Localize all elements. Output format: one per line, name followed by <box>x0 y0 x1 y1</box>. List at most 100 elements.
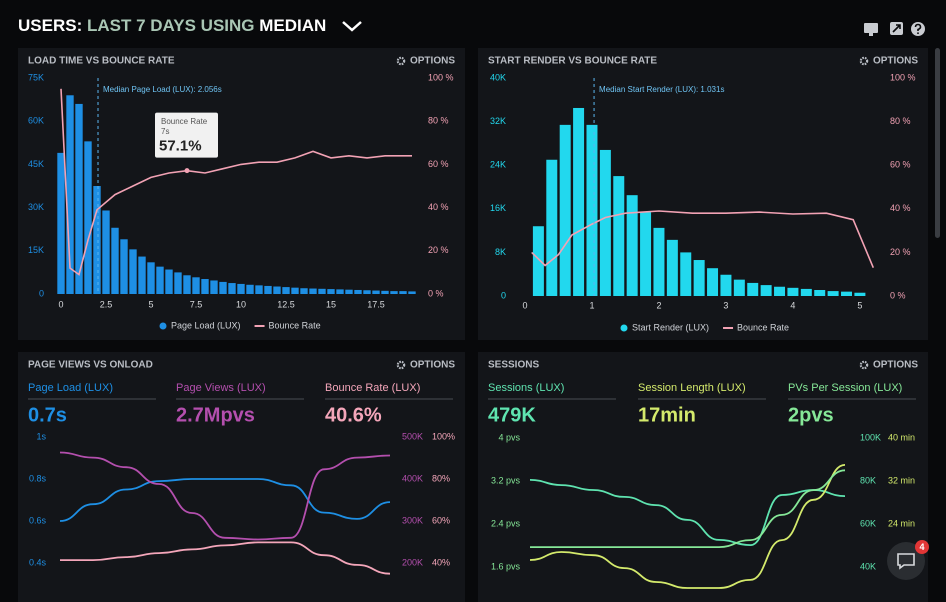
kpi-value: 2.7Mpvs <box>176 404 255 426</box>
x-tick-label: 17.5 <box>367 299 385 309</box>
tooltip-title: Bounce Rate <box>161 117 208 126</box>
bar <box>573 107 585 296</box>
legend-label[interactable]: Page Load (LUX) <box>171 320 241 330</box>
bar <box>183 275 191 294</box>
y-tick-label: 0 <box>501 290 506 300</box>
bar <box>680 252 692 296</box>
x-tick-label: 4 <box>790 300 795 310</box>
bar <box>66 95 74 294</box>
bar <box>156 266 164 294</box>
bar <box>399 291 407 294</box>
y3-tick-label: 32 min <box>888 475 915 485</box>
tooltip-value: 57.1% <box>159 138 202 155</box>
y-tick-label: 0.8s <box>29 473 47 483</box>
options-button[interactable]: OPTIONS <box>873 360 918 371</box>
y-tick-label: 15K <box>28 245 44 255</box>
bar <box>120 239 128 294</box>
bar <box>129 249 137 294</box>
legend-swatch <box>620 324 628 332</box>
bar <box>210 280 218 294</box>
bar <box>559 124 571 297</box>
chat-icon <box>897 553 915 570</box>
x-tick-label: 3 <box>723 300 728 310</box>
scrollbar[interactable] <box>935 48 940 238</box>
series-line <box>529 479 846 547</box>
panel-title: SESSIONS <box>488 360 539 371</box>
x-tick-label: 15 <box>326 299 336 309</box>
y-tick-label: 75K <box>28 72 44 82</box>
kpi-label: Sessions (LUX) <box>488 382 564 394</box>
bar <box>318 288 326 294</box>
gear-icon <box>396 360 406 370</box>
bar <box>228 283 236 294</box>
x-tick-label: 0 <box>58 299 63 309</box>
title-part: LAST 7 DAYS <box>87 16 196 35</box>
bar <box>264 285 272 294</box>
panel <box>478 352 928 602</box>
y2-tick-label: 80 % <box>890 116 911 126</box>
panel-title: START RENDER VS BOUNCE RATE <box>488 56 657 67</box>
legend-label[interactable]: Start Render (LUX) <box>632 322 709 332</box>
monitor-icon[interactable] <box>864 23 878 36</box>
dropdown-chevron[interactable] <box>342 21 362 32</box>
bar <box>760 285 772 296</box>
y-tick-label: 0.6s <box>29 515 47 525</box>
y-tick-label: 45K <box>28 159 44 169</box>
bar <box>354 289 362 294</box>
y2-tick-label: 60 % <box>428 159 449 169</box>
kpi-label: Page Load (LUX) <box>28 382 113 394</box>
options-button[interactable]: OPTIONS <box>410 360 455 371</box>
bar <box>327 289 335 294</box>
x-tick-label: 5 <box>148 299 153 309</box>
bar <box>693 260 705 296</box>
bar <box>381 290 389 294</box>
options-button[interactable]: OPTIONS <box>410 56 455 67</box>
title-part: USERS: <box>18 16 82 35</box>
bar <box>814 290 826 296</box>
y-tick-label: 3.2 pvs <box>491 475 521 485</box>
bar <box>84 141 92 294</box>
bar <box>147 262 155 294</box>
dashboard-title[interactable]: USERS: LAST 7 DAYS USING MEDIAN <box>18 16 326 35</box>
series-line <box>529 464 846 589</box>
bar <box>165 269 173 294</box>
kpi-label: PVs Per Session (LUX) <box>788 382 902 394</box>
tooltip-x: 7s <box>161 127 169 136</box>
series-line <box>60 541 391 575</box>
y2-tick-label: 80K <box>860 475 876 485</box>
bar <box>174 272 182 294</box>
x-tick-label: 2.5 <box>100 299 113 309</box>
chat-widget[interactable]: 4 <box>887 540 929 580</box>
bar <box>666 239 678 296</box>
chat-button <box>887 542 925 580</box>
bar <box>291 287 299 294</box>
bar <box>237 283 245 294</box>
y2-tick-label: 0 % <box>890 290 906 300</box>
bar <box>827 291 839 296</box>
title-part: MEDIAN <box>259 16 326 35</box>
y-tick-label: 2.4 pvs <box>491 518 521 528</box>
y-tick-label: 30K <box>28 202 44 212</box>
bar <box>336 289 344 294</box>
share-icon[interactable] <box>890 22 903 35</box>
tooltip <box>155 112 218 158</box>
y2-tick-label: 40 % <box>890 203 911 213</box>
y3-tick-label: 80% <box>432 473 450 483</box>
y-tick-label: 4 pvs <box>498 432 520 442</box>
y-tick-label: 0 <box>39 288 44 298</box>
y2-tick-label: 60 % <box>890 160 911 170</box>
bar <box>707 268 719 296</box>
chat-badge <box>915 540 929 554</box>
bar <box>626 195 638 296</box>
bar <box>192 277 200 294</box>
help-icon[interactable] <box>911 22 925 36</box>
legend-label[interactable]: Bounce Rate <box>737 322 789 332</box>
bar <box>653 227 665 296</box>
y2-tick-label: 100 % <box>428 72 454 82</box>
legend-label[interactable]: Bounce Rate <box>269 320 321 330</box>
options-button[interactable]: OPTIONS <box>873 56 918 67</box>
bar <box>201 279 209 294</box>
y-tick-label: 1s <box>36 431 46 441</box>
bar <box>138 256 146 294</box>
chat-badge-count: 4 <box>919 542 924 552</box>
